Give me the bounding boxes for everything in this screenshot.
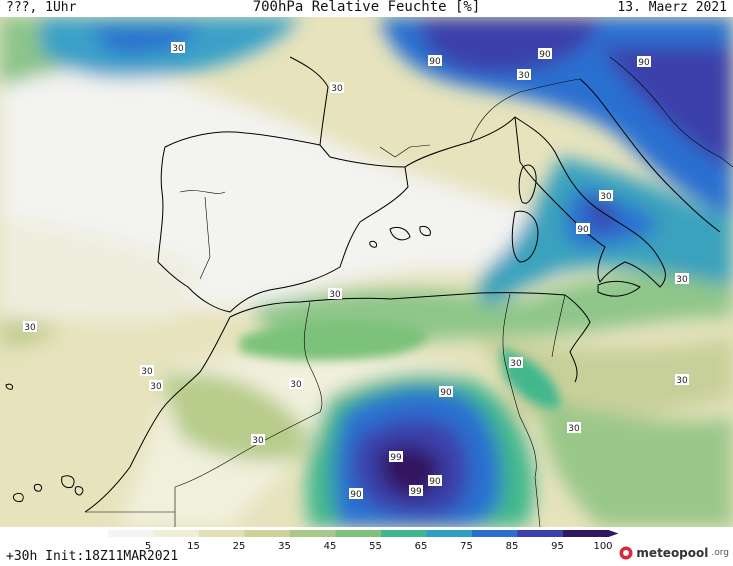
- contour-label: 30: [567, 422, 581, 434]
- header-valid-label: ???, 1Uhr: [6, 0, 77, 15]
- meteopool-logo-icon: [619, 546, 633, 560]
- legend-swatch: [108, 530, 154, 537]
- legend-swatch: [563, 530, 609, 537]
- contour-label: 30: [328, 288, 342, 300]
- brand-name: meteopool: [636, 546, 709, 560]
- contour-label-text: 90: [577, 225, 589, 235]
- contour-label-text: 90: [350, 490, 362, 500]
- legend-swatch: [153, 530, 200, 537]
- contour-label-text: 30: [141, 367, 153, 377]
- contour-label-text: 30: [24, 323, 36, 333]
- contour-labels: 30 30 30 30 30 30 30 30 30 30 30 30 30 30 90 90 90 90 90 90…: [23, 42, 689, 500]
- legend-arrow: [608, 530, 619, 537]
- contour-label: 90: [637, 56, 651, 68]
- contour-label: 90: [428, 475, 442, 487]
- legend-tick-label: 75: [460, 541, 473, 551]
- contour-label-text: 30: [290, 380, 302, 390]
- legend-swatch: [381, 530, 427, 537]
- contour-label-text: 90: [429, 477, 441, 487]
- legend-swatch: [290, 530, 336, 537]
- contour-label: 30: [251, 434, 265, 446]
- contour-label-text: 30: [150, 382, 162, 392]
- legend-tick-label: 85: [506, 541, 519, 551]
- colorbar-legend: 5 15 25 35 45 55 65 75 85 95 100: [100, 529, 635, 555]
- run-info: +30h Init:18Z11MAR2021: [6, 549, 179, 564]
- legend-tick-label: 35: [278, 541, 291, 551]
- legend-swatch: [472, 530, 518, 537]
- contour-label: 90: [439, 386, 453, 398]
- contour-label: 30: [509, 357, 523, 369]
- contour-label-text: 30: [510, 359, 522, 369]
- contour-label: 99: [389, 451, 403, 463]
- contour-label-text: 30: [331, 84, 343, 94]
- legend-swatch: [244, 530, 291, 537]
- brand-tld: .org: [711, 548, 729, 558]
- legend-tick-label: 25: [233, 541, 246, 551]
- contour-label: 30: [675, 374, 689, 386]
- contour-label: 99: [409, 485, 423, 497]
- contour-label-text: 90: [440, 388, 452, 398]
- coastlines: [5, 56, 733, 527]
- contour-label: 30: [330, 82, 344, 94]
- contour-label-text: 30: [568, 424, 580, 434]
- contour-label: 30: [171, 42, 185, 54]
- contour-label-text: 99: [390, 453, 402, 463]
- contour-label: 90: [349, 488, 363, 500]
- contour-label: 90: [538, 48, 552, 60]
- contour-label-text: 30: [676, 275, 688, 285]
- legend-tick-label: 55: [369, 541, 382, 551]
- legend-tick-label: 100: [593, 541, 612, 551]
- legend-swatch: [517, 530, 564, 537]
- contour-label-text: 90: [539, 50, 551, 60]
- contour-label: 30: [675, 273, 689, 285]
- map-title: 700hPa Relative Feuchte [%]: [252, 0, 481, 15]
- contour-label: 90: [576, 223, 590, 235]
- legend-tick-label: 15: [187, 541, 200, 551]
- contour-label-text: 30: [676, 376, 688, 386]
- legend-swatch: [426, 530, 473, 537]
- map-date: 13. Maerz 2021: [617, 0, 727, 15]
- contour-label: 30: [140, 365, 154, 377]
- legend-tick-label: 5: [145, 541, 151, 551]
- contour-label-text: 90: [429, 57, 441, 67]
- contour-label: 30: [23, 321, 37, 333]
- contour-label: 30: [289, 378, 303, 390]
- contour-label: 30: [149, 380, 163, 392]
- contour-label-text: 30: [329, 290, 341, 300]
- legend-swatch: [199, 530, 245, 537]
- contour-label-text: 30: [600, 192, 612, 202]
- legend-tick-label: 45: [324, 541, 337, 551]
- contour-label-text: 30: [252, 436, 264, 446]
- contour-label-text: 90: [638, 58, 650, 68]
- brand-logo[interactable]: meteopool .org: [619, 546, 729, 560]
- humidity-map[interactable]: 30 30 30 30 30 30 30 30 30 30 30 30 30 30 90 90 90 90 90 90…: [0, 17, 733, 527]
- contour-label: 90: [428, 55, 442, 67]
- contour-label: 30: [517, 69, 531, 81]
- contour-label: 30: [599, 190, 613, 202]
- legend-tick-label: 65: [415, 541, 428, 551]
- contour-label-text: 99: [410, 487, 422, 497]
- legend-swatch: [335, 530, 382, 537]
- contour-label-text: 30: [518, 71, 530, 81]
- legend-tick-label: 95: [551, 541, 564, 551]
- contour-label-text: 30: [172, 44, 184, 54]
